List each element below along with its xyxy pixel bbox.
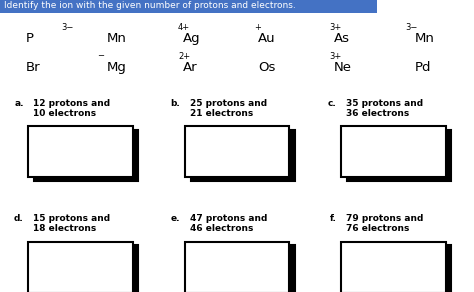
Text: 10 electrons: 10 electrons: [33, 109, 96, 118]
Text: 35 protons and: 35 protons and: [346, 99, 423, 107]
Text: +: +: [254, 23, 261, 32]
Text: Mn: Mn: [107, 32, 127, 45]
Text: f.: f.: [329, 214, 337, 223]
Text: b.: b.: [170, 99, 180, 107]
Bar: [341, 126, 446, 178]
Text: Mg: Mg: [107, 61, 127, 74]
Bar: [191, 245, 295, 292]
Text: Ne: Ne: [334, 61, 352, 74]
Text: 15 protons and: 15 protons and: [33, 214, 110, 223]
Bar: [34, 245, 138, 292]
Text: 3−: 3−: [62, 23, 74, 32]
Text: Mn: Mn: [415, 32, 435, 45]
Text: 79 protons and: 79 protons and: [346, 214, 423, 223]
Bar: [28, 242, 133, 292]
Text: 3+: 3+: [329, 23, 342, 32]
Bar: [0, 0, 377, 13]
Text: 47 protons and: 47 protons and: [190, 214, 267, 223]
Text: c.: c.: [328, 99, 337, 107]
Text: As: As: [334, 32, 350, 45]
Text: 36 electrons: 36 electrons: [346, 109, 409, 118]
Text: Au: Au: [258, 32, 276, 45]
Text: 4+: 4+: [178, 23, 190, 32]
Bar: [347, 130, 451, 181]
Bar: [34, 130, 138, 181]
Text: Pd: Pd: [415, 61, 431, 74]
Text: Ar: Ar: [182, 61, 197, 74]
Text: 3−: 3−: [405, 23, 418, 32]
Text: −: −: [97, 52, 104, 60]
Text: Identify the ion with the given number of protons and electrons.: Identify the ion with the given number o…: [4, 1, 296, 10]
Bar: [28, 126, 133, 178]
Text: 18 electrons: 18 electrons: [33, 224, 96, 233]
Text: 21 electrons: 21 electrons: [190, 109, 253, 118]
Text: P: P: [26, 32, 34, 45]
Bar: [185, 242, 289, 292]
Text: Ag: Ag: [182, 32, 200, 45]
Bar: [341, 242, 446, 292]
Bar: [185, 126, 289, 178]
Text: 3+: 3+: [329, 52, 342, 60]
Text: a.: a.: [14, 99, 24, 107]
Text: 25 protons and: 25 protons and: [190, 99, 267, 107]
Bar: [191, 130, 295, 181]
Text: d.: d.: [14, 214, 24, 223]
Text: e.: e.: [171, 214, 180, 223]
Bar: [347, 245, 451, 292]
Text: 2+: 2+: [178, 52, 190, 60]
Text: 12 protons and: 12 protons and: [33, 99, 110, 107]
Text: 76 electrons: 76 electrons: [346, 224, 410, 233]
Text: Os: Os: [258, 61, 276, 74]
Text: Br: Br: [26, 61, 41, 74]
Text: 46 electrons: 46 electrons: [190, 224, 253, 233]
